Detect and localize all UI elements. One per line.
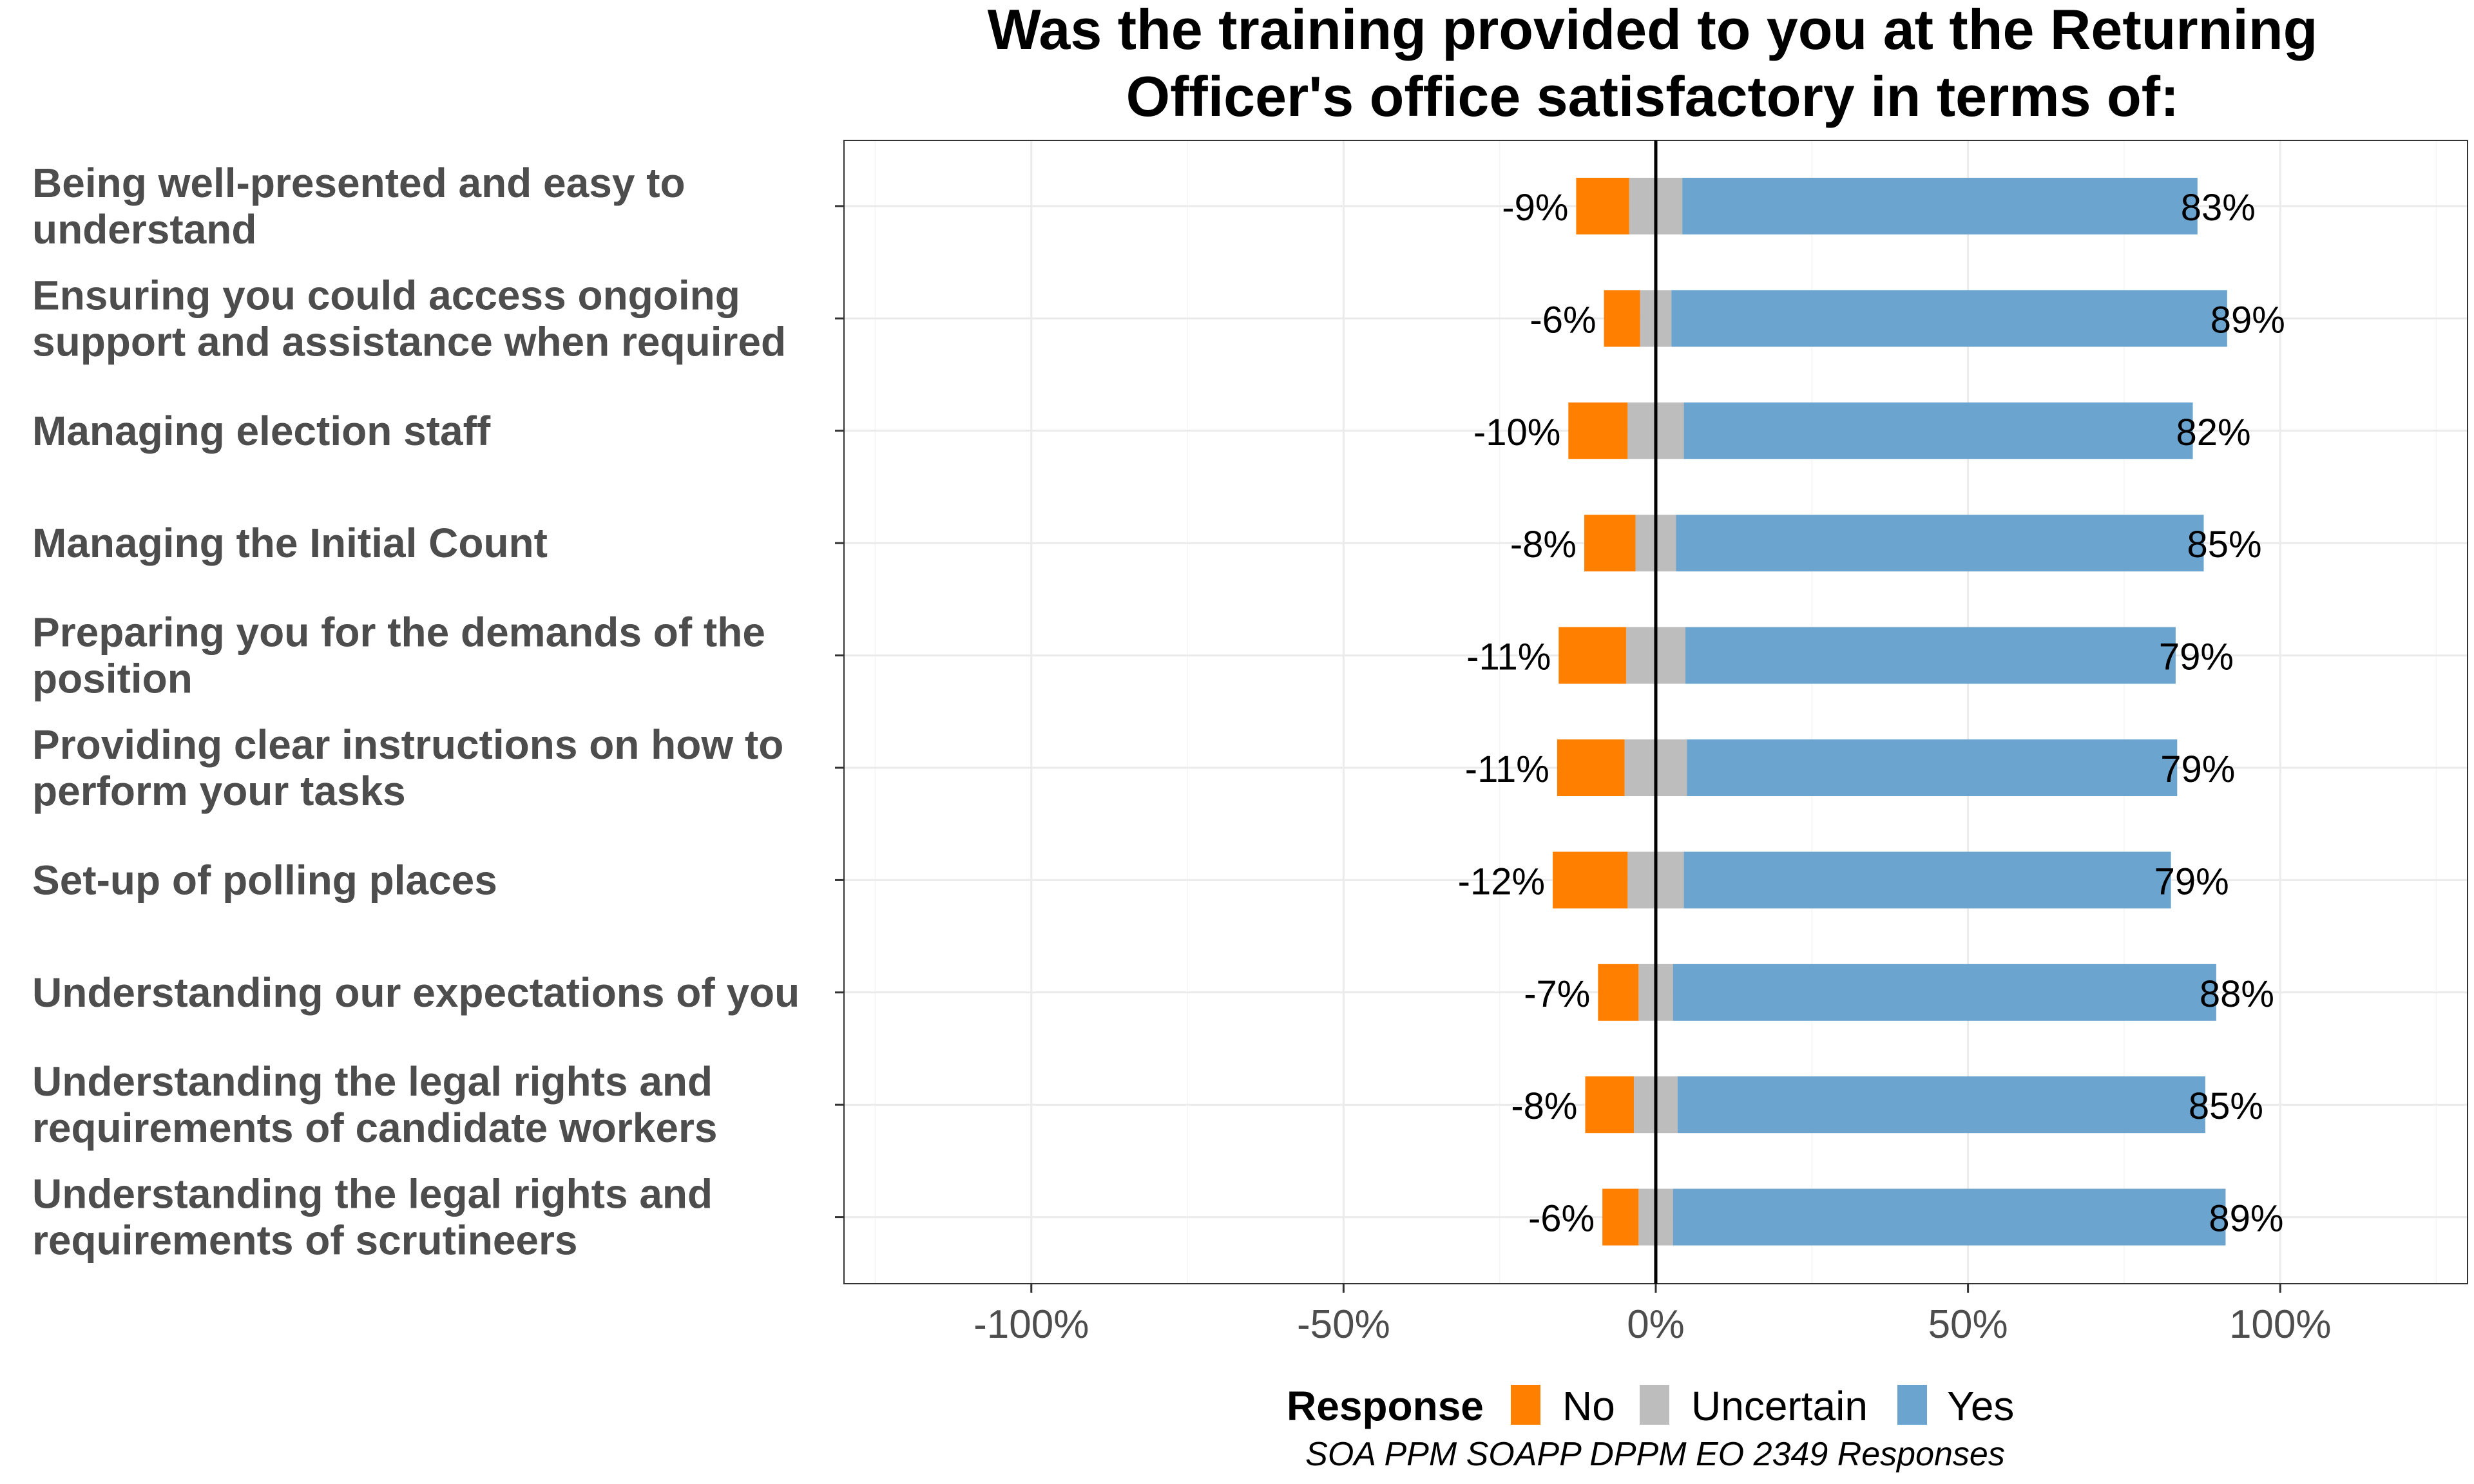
category-label-line: Providing clear instructions on how to <box>32 721 783 768</box>
category-label: Understanding the legal rights and requir… <box>32 1058 717 1151</box>
bar-no <box>1585 1076 1635 1134</box>
data-label-yes: 89% <box>2210 299 2285 341</box>
data-label-no: -6% <box>1529 299 1596 341</box>
x-tick-label: 0% <box>1627 1302 1685 1347</box>
bar-no <box>1576 178 1629 234</box>
legend-swatch-yes <box>1897 1385 1927 1425</box>
data-label-no: -8% <box>1510 524 1577 566</box>
bar-no <box>1558 627 1626 684</box>
bar-no <box>1568 402 1628 459</box>
data-label-no: -12% <box>1458 861 1545 902</box>
category-label-line: requirements of candidate workers <box>32 1105 717 1151</box>
category-label-line: perform your tasks <box>32 768 406 814</box>
category-label-line: position <box>32 656 193 702</box>
legend-label-no: No <box>1562 1383 1615 1429</box>
bar-yes <box>1671 290 2227 347</box>
bar-no <box>1553 851 1628 909</box>
data-labels: -9% 83% -6% 89% -10% 82% -8% 85% -11% 79% -11% 79% -… <box>1458 187 2285 1240</box>
legend-label-uncertain: Uncertain <box>1691 1383 1868 1429</box>
category-label-line: Preparing you for the demands of the <box>32 609 765 656</box>
bar-yes <box>1673 964 2216 1021</box>
category-label-line: support and assistance when required <box>32 318 786 365</box>
data-label-yes: 79% <box>2159 636 2234 678</box>
data-label-yes: 82% <box>2176 412 2250 453</box>
bar-yes <box>1685 627 2176 684</box>
data-label-no: -11% <box>1465 748 1549 790</box>
bar-no <box>1557 739 1625 796</box>
bar-no <box>1604 290 1640 347</box>
legend-swatch-uncertain <box>1640 1385 1669 1425</box>
category-label-line: understand <box>32 206 256 252</box>
data-label-no: -10% <box>1473 412 1560 453</box>
category-label: Managing election staff <box>32 408 491 454</box>
data-label-no: -8% <box>1511 1085 1577 1127</box>
x-tick-label: 50% <box>1928 1302 2008 1347</box>
data-label-yes: 85% <box>2187 524 2261 566</box>
category-label: Managing the Initial Count <box>32 520 548 566</box>
chart-title-line-2: Officer's office satisfactory in terms o… <box>1126 64 2180 128</box>
legend-label-yes: Yes <box>1947 1383 2014 1429</box>
category-label-line: Understanding the legal rights and <box>32 1058 713 1105</box>
category-label-line: Managing the Initial Count <box>32 520 548 566</box>
category-label-line: Understanding our expectations of you <box>32 969 800 1016</box>
legend: Response No Uncertain Yes <box>1287 1383 2014 1429</box>
bar-yes <box>1683 402 2193 459</box>
x-tick-label: -50% <box>1297 1302 1390 1347</box>
x-tick-label: -100% <box>973 1302 1089 1347</box>
category-label: Understanding the legal rights and requir… <box>32 1171 713 1264</box>
data-label-no: -6% <box>1528 1198 1595 1240</box>
category-label: Understanding our expectations of you <box>32 969 800 1016</box>
category-labels: Being well-presented and easy to understa… <box>32 160 844 1264</box>
bar-yes <box>1682 178 2198 234</box>
legend-title: Response <box>1287 1383 1484 1429</box>
bar-yes <box>1676 515 2204 572</box>
bar-yes <box>1687 739 2178 796</box>
data-label-no: -9% <box>1502 187 1568 229</box>
chart-caption: SOA PPM SOAPP DPPM EO 2349 Responses <box>1305 1436 2005 1473</box>
category-label-line: Managing election staff <box>32 408 491 454</box>
bar-yes <box>1673 1188 2226 1246</box>
bar-no <box>1602 1188 1639 1246</box>
data-label-yes: 79% <box>2160 748 2235 790</box>
data-label-yes: 79% <box>2154 861 2229 902</box>
bar-no <box>1598 964 1639 1021</box>
category-label: Preparing you for the demands of the posi… <box>32 609 765 702</box>
data-label-no: -7% <box>1524 973 1590 1015</box>
bar-no <box>1584 515 1636 572</box>
bar-yes <box>1683 851 2171 909</box>
x-tick-label: 100% <box>2229 1302 2332 1347</box>
x-axis-ticks: -100% -50% 0% 50% 100% <box>973 1284 2332 1347</box>
category-label: Set-up of polling places <box>32 857 497 903</box>
data-label-no: -11% <box>1466 636 1551 678</box>
category-label-line: Understanding the legal rights and <box>32 1171 713 1217</box>
category-label: Being well-presented and easy to understa… <box>32 160 686 252</box>
data-label-yes: 85% <box>2189 1085 2263 1127</box>
category-label-line: Being well-presented and easy to <box>32 160 686 206</box>
data-label-yes: 89% <box>2209 1198 2283 1240</box>
category-label-line: requirements of scrutineers <box>32 1217 578 1264</box>
chart-title-line-1: Was the training provided to you at the … <box>988 0 2318 61</box>
data-label-yes: 83% <box>2181 187 2256 229</box>
data-label-yes: 88% <box>2200 973 2274 1015</box>
category-label-line: Ensuring you could access ongoing <box>32 272 740 318</box>
bar-yes <box>1677 1076 2205 1134</box>
category-label: Providing clear instructions on how to pe… <box>32 721 783 814</box>
legend-swatch-no <box>1511 1385 1540 1425</box>
category-label-line: Set-up of polling places <box>32 857 497 903</box>
bars <box>1553 140 2227 1284</box>
category-label: Ensuring you could access ongoing support… <box>32 272 786 365</box>
